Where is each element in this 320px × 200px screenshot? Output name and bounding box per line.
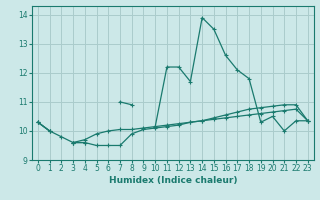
X-axis label: Humidex (Indice chaleur): Humidex (Indice chaleur) xyxy=(108,176,237,185)
